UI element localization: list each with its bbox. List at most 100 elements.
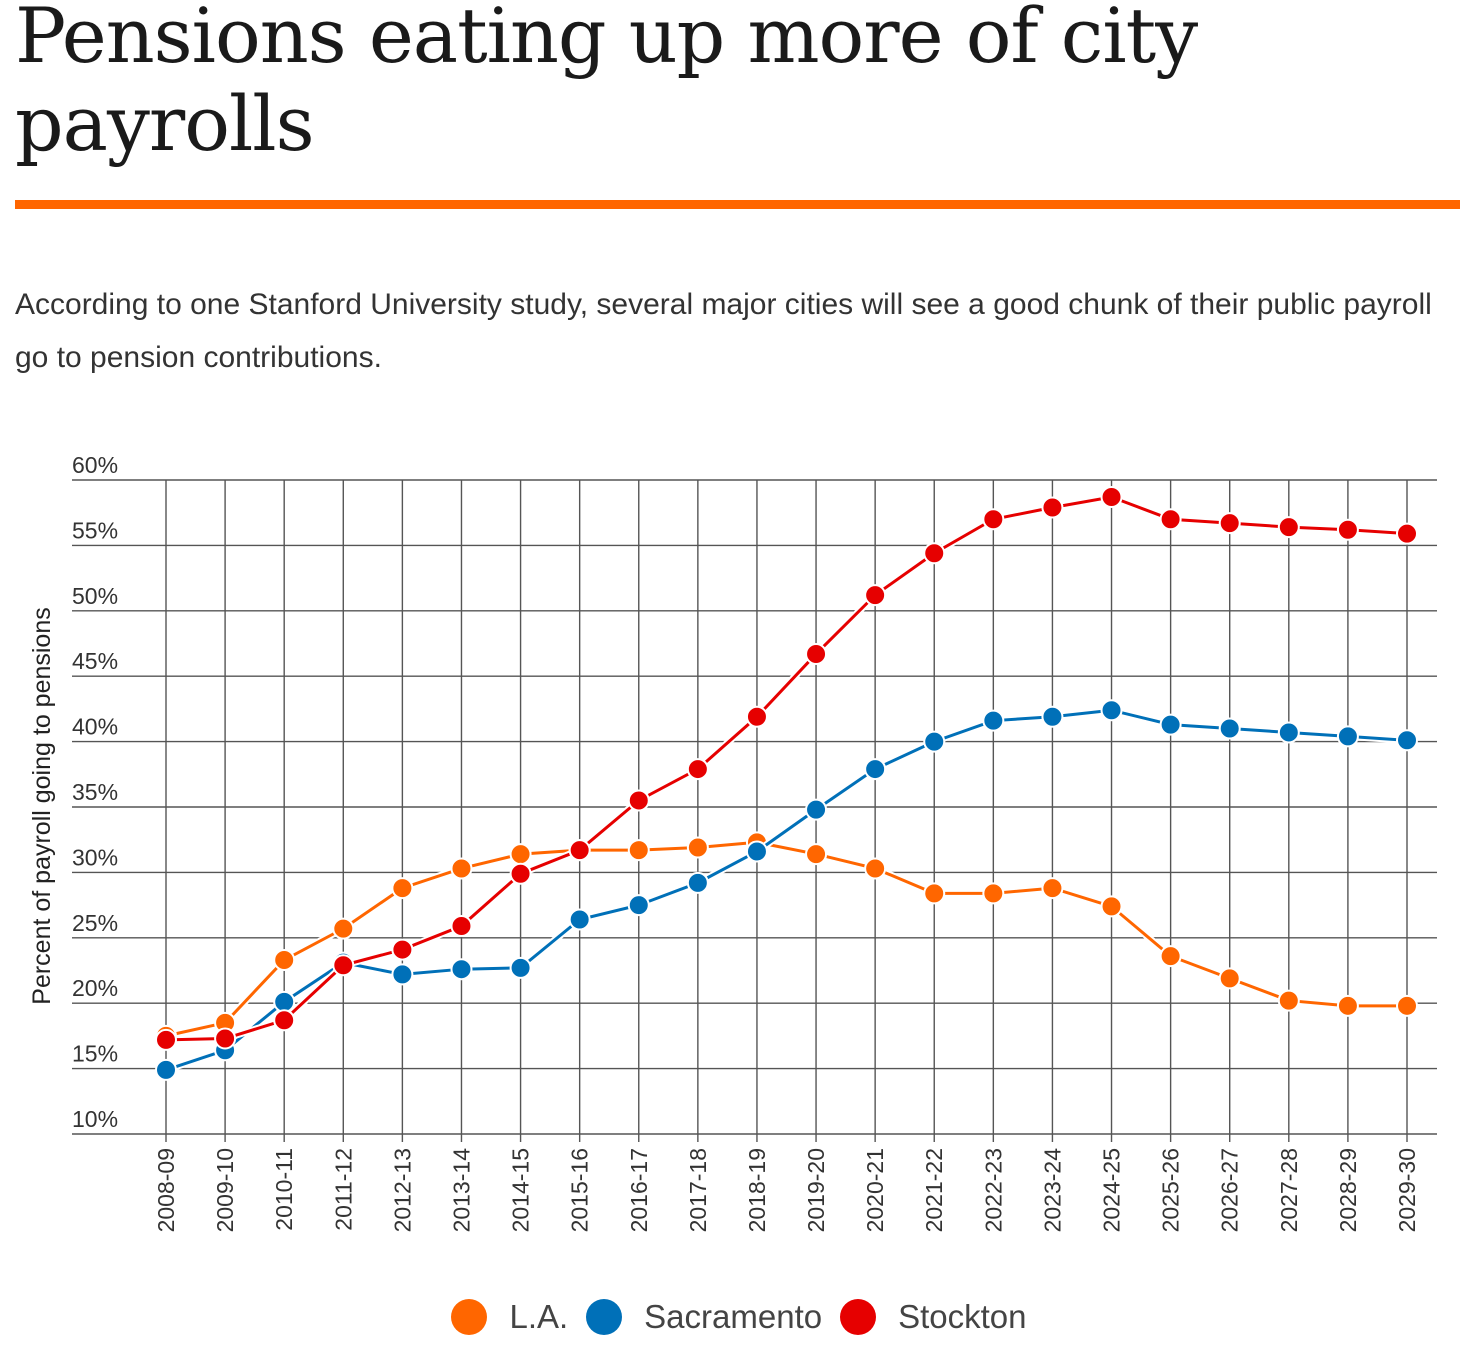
series-line bbox=[165, 495, 1408, 1042]
x-tick-label: 2009-10 bbox=[212, 1148, 238, 1232]
data-point[interactable] bbox=[450, 857, 473, 880]
series-sacramento bbox=[155, 699, 1418, 1081]
x-tick-label: 2029-30 bbox=[1394, 1148, 1420, 1232]
legend-item[interactable]: Sacramento bbox=[586, 1298, 822, 1336]
data-point[interactable] bbox=[391, 963, 414, 986]
data-point[interactable] bbox=[923, 882, 946, 905]
x-tick-label: 2026-27 bbox=[1217, 1148, 1243, 1232]
data-point[interactable] bbox=[1159, 508, 1182, 531]
data-point[interactable] bbox=[805, 798, 828, 821]
series-line bbox=[165, 708, 1408, 1072]
data-point[interactable] bbox=[982, 882, 1005, 905]
data-point[interactable] bbox=[509, 843, 532, 866]
data-point[interactable] bbox=[568, 908, 591, 931]
legend-label: L.A. bbox=[509, 1298, 569, 1335]
data-point[interactable] bbox=[332, 954, 355, 977]
legend-swatch-icon bbox=[840, 1299, 877, 1335]
data-point[interactable] bbox=[627, 789, 650, 812]
data-point[interactable] bbox=[1218, 967, 1241, 990]
data-point[interactable] bbox=[1396, 994, 1418, 1017]
data-point[interactable] bbox=[1277, 721, 1300, 744]
chart-subtitle: According to one Stanford University stu… bbox=[15, 288, 1432, 374]
data-point[interactable] bbox=[805, 642, 828, 665]
data-point[interactable] bbox=[1396, 522, 1418, 545]
data-point[interactable] bbox=[509, 862, 532, 885]
x-tick-label: 2010-11 bbox=[271, 1148, 297, 1231]
data-point[interactable] bbox=[450, 958, 473, 981]
data-point[interactable] bbox=[214, 1027, 237, 1050]
x-tick-label: 2022-23 bbox=[980, 1148, 1006, 1232]
data-point[interactable] bbox=[450, 915, 473, 938]
y-tick-label: 50% bbox=[72, 583, 118, 609]
y-tick-label: 45% bbox=[72, 648, 118, 674]
legend-item[interactable]: L.A. bbox=[451, 1298, 568, 1336]
legend-swatch-icon bbox=[586, 1299, 623, 1335]
data-point[interactable] bbox=[1041, 496, 1064, 519]
data-point[interactable] bbox=[627, 894, 650, 917]
data-point[interactable] bbox=[1100, 486, 1123, 509]
y-tick-label: 30% bbox=[72, 844, 118, 870]
data-point[interactable] bbox=[864, 758, 887, 781]
x-tick-label: 2015-16 bbox=[567, 1148, 593, 1232]
data-point[interactable] bbox=[982, 508, 1005, 531]
data-point[interactable] bbox=[864, 584, 887, 607]
legend-item[interactable]: Stockton bbox=[840, 1298, 1027, 1336]
data-point[interactable] bbox=[1041, 877, 1064, 900]
data-point[interactable] bbox=[1100, 895, 1123, 918]
data-point[interactable] bbox=[155, 1058, 177, 1081]
data-point[interactable] bbox=[1336, 994, 1359, 1017]
x-tick-label: 2028-29 bbox=[1335, 1148, 1361, 1232]
y-tick-label: 25% bbox=[72, 910, 118, 936]
x-tick-label: 2020-21 bbox=[862, 1148, 888, 1232]
series-line-halo bbox=[164, 706, 1408, 1074]
y-axis-label: Percent of payroll going to pensions bbox=[28, 607, 56, 1004]
data-point[interactable] bbox=[745, 705, 768, 728]
x-tick-label: 2018-19 bbox=[744, 1148, 770, 1232]
data-point[interactable] bbox=[686, 758, 709, 781]
data-point[interactable] bbox=[686, 871, 709, 894]
y-tick-label: 40% bbox=[72, 714, 118, 740]
data-point[interactable] bbox=[1159, 945, 1182, 968]
data-point[interactable] bbox=[1218, 512, 1241, 535]
data-point[interactable] bbox=[1336, 725, 1359, 748]
line-chart: 10% 15% 20% 25% 30% 35% 40% 45% 50% 55% 60% 2008-0… bbox=[28, 452, 1437, 1233]
data-point[interactable] bbox=[1336, 518, 1359, 541]
data-point[interactable] bbox=[273, 990, 296, 1013]
data-point[interactable] bbox=[391, 938, 414, 961]
data-point[interactable] bbox=[923, 730, 946, 753]
data-point[interactable] bbox=[568, 839, 591, 862]
data-point[interactable] bbox=[923, 542, 946, 565]
series-group bbox=[155, 486, 1418, 1081]
data-point[interactable] bbox=[1041, 705, 1064, 728]
y-tick-label: 10% bbox=[72, 1106, 118, 1132]
data-point[interactable] bbox=[1218, 717, 1241, 740]
data-point[interactable] bbox=[864, 857, 887, 880]
data-point[interactable] bbox=[627, 839, 650, 862]
x-tick-label: 2011-12 bbox=[330, 1148, 356, 1231]
y-tick-label: 55% bbox=[72, 517, 118, 543]
data-point[interactable] bbox=[1396, 729, 1418, 752]
x-tick-label: 2024-25 bbox=[1099, 1148, 1125, 1232]
data-point[interactable] bbox=[1277, 989, 1300, 1012]
x-tick-label: 2013-14 bbox=[448, 1148, 474, 1233]
x-tick-label: 2008-09 bbox=[153, 1148, 179, 1232]
data-point[interactable] bbox=[1100, 699, 1123, 722]
data-point[interactable] bbox=[332, 917, 355, 940]
data-point[interactable] bbox=[509, 956, 532, 979]
data-point[interactable] bbox=[1159, 713, 1182, 736]
data-point[interactable] bbox=[805, 843, 828, 866]
data-point[interactable] bbox=[745, 840, 768, 863]
data-point[interactable] bbox=[273, 1009, 296, 1032]
data-point[interactable] bbox=[391, 877, 414, 900]
x-tick-label: 2012-13 bbox=[389, 1148, 415, 1232]
data-point[interactable] bbox=[982, 709, 1005, 732]
data-point[interactable] bbox=[155, 1028, 177, 1051]
data-point[interactable] bbox=[1277, 516, 1300, 539]
series-stockton bbox=[155, 486, 1418, 1051]
chart-title: Pensions eating up more of city payrolls bbox=[15, 0, 1198, 168]
legend-label: Sacramento bbox=[644, 1298, 823, 1335]
data-point[interactable] bbox=[686, 836, 709, 859]
y-tick-label: 35% bbox=[72, 779, 118, 805]
y-tick-label: 15% bbox=[72, 1041, 118, 1067]
data-point[interactable] bbox=[273, 949, 296, 972]
